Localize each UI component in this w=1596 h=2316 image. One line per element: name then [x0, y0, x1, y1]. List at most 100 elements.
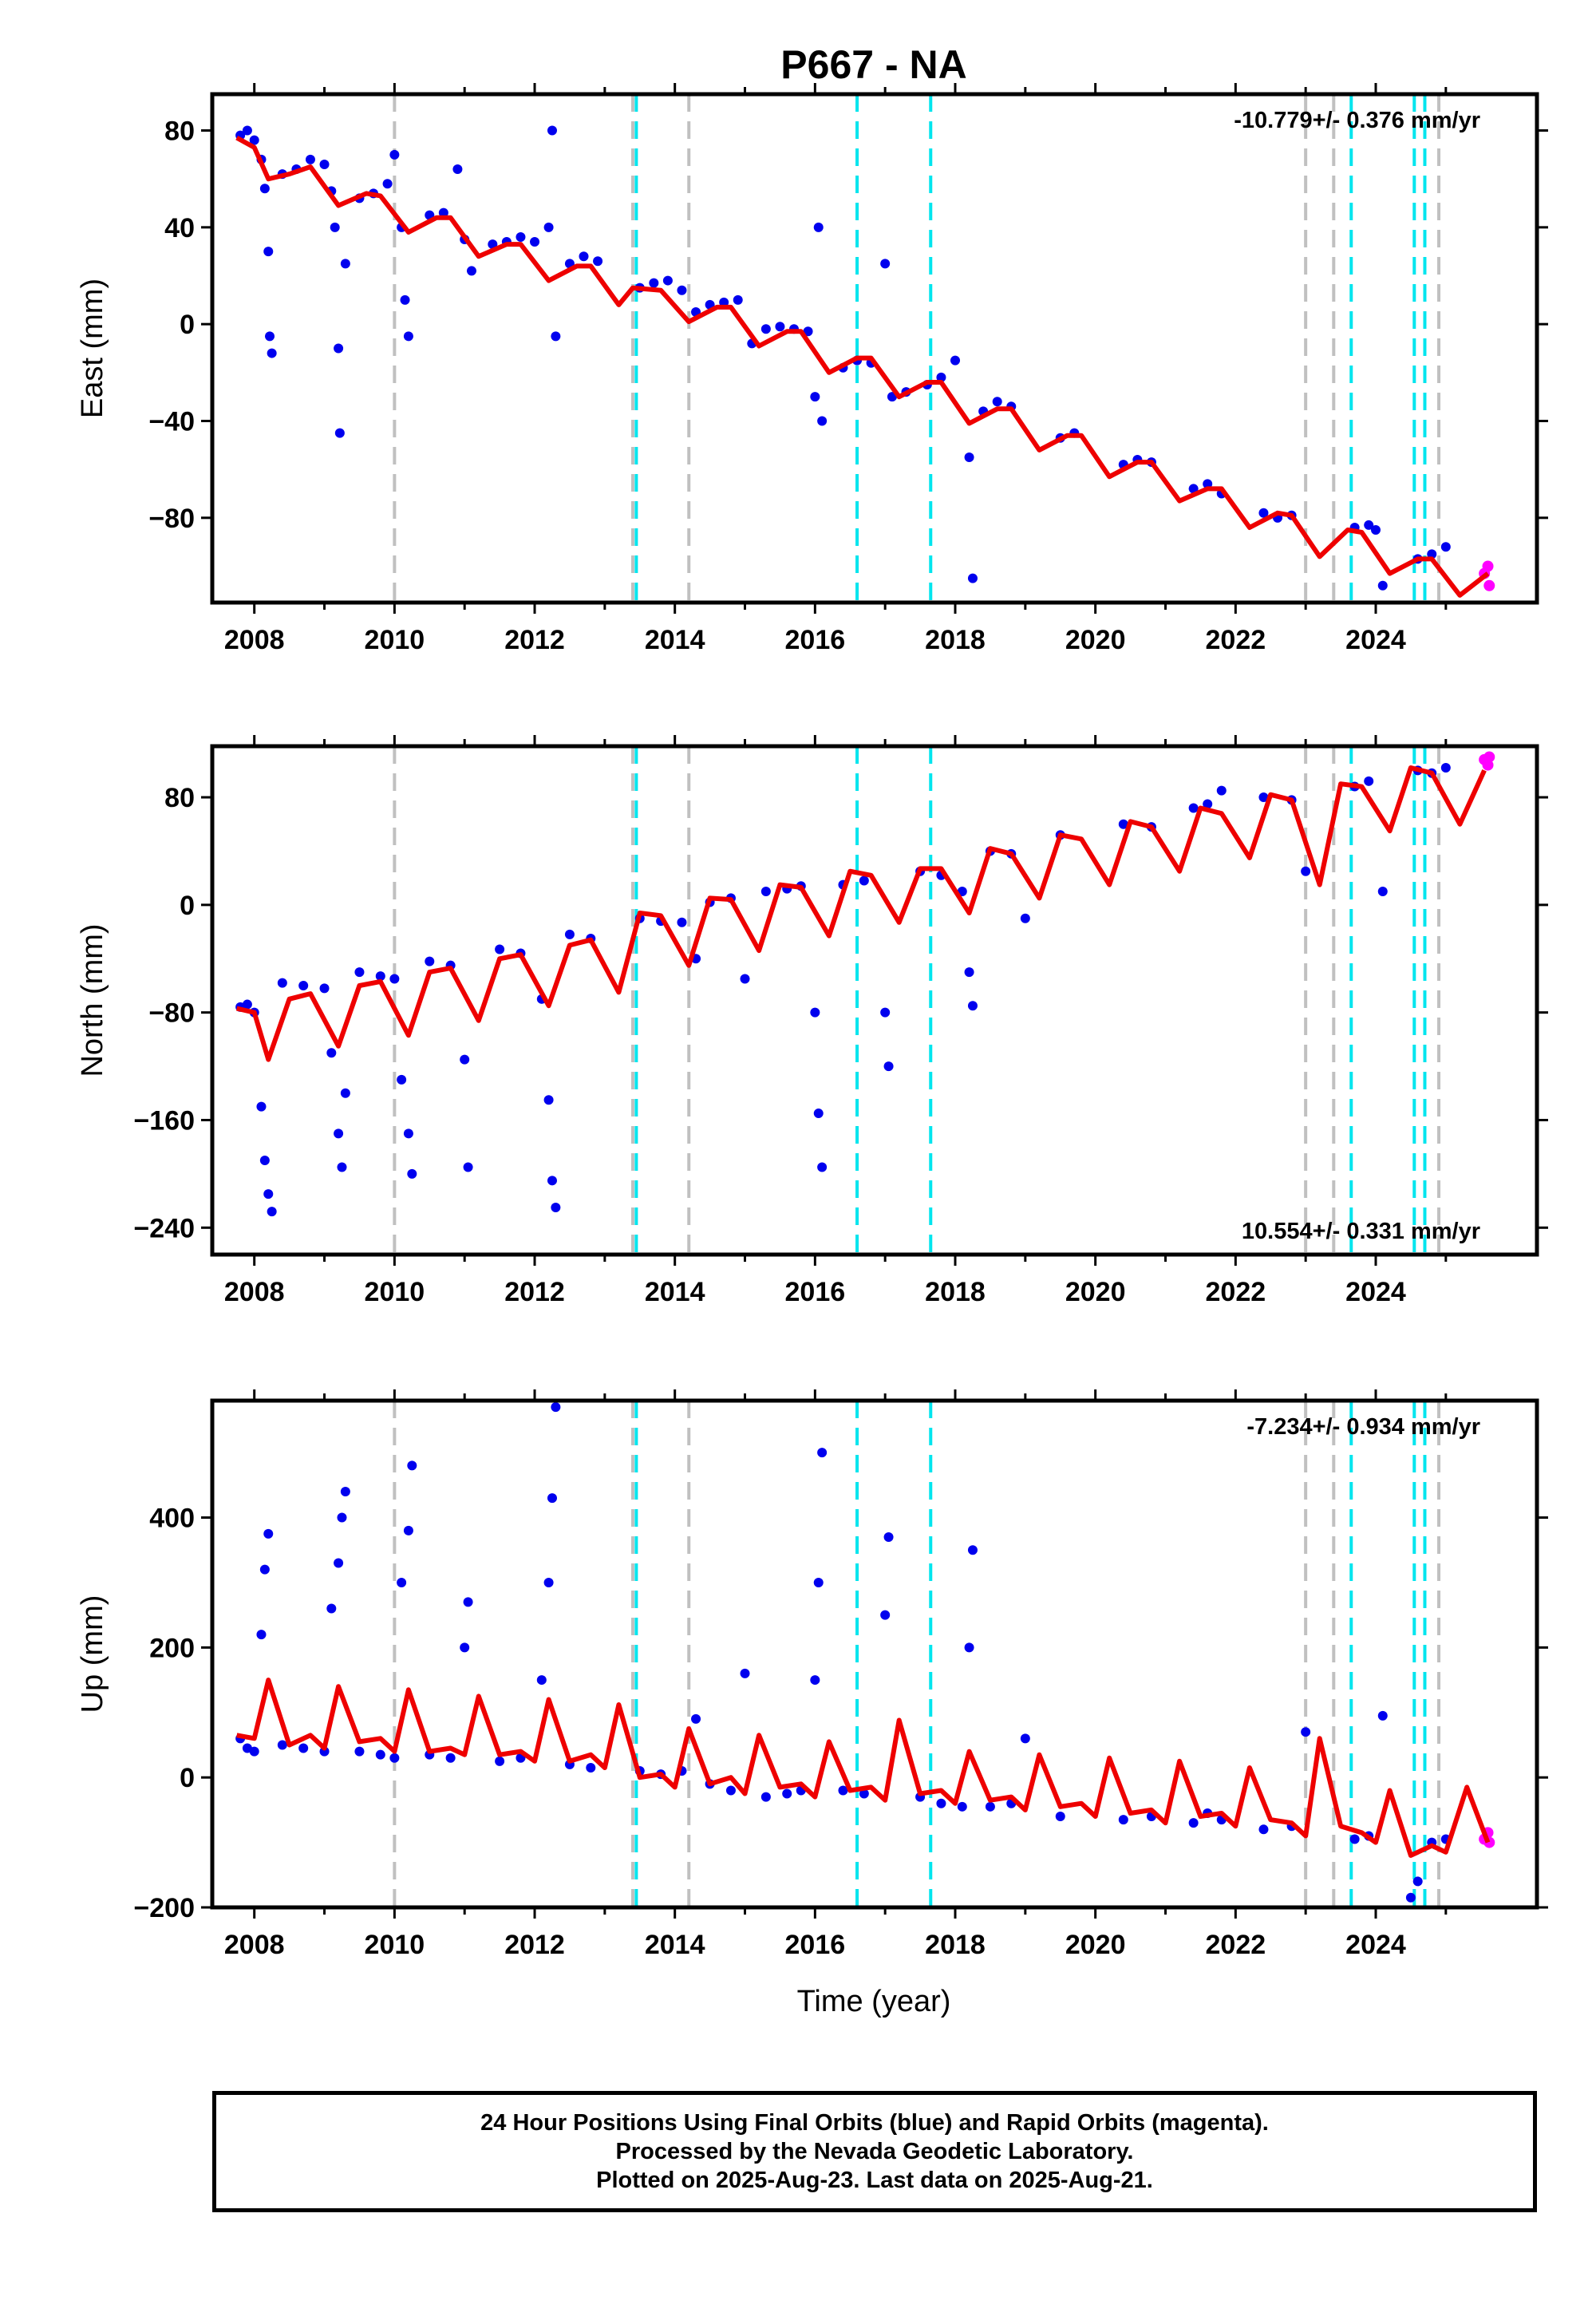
data-point-final	[256, 1101, 267, 1112]
data-point-final	[298, 1743, 309, 1753]
data-point-final	[967, 1545, 978, 1555]
data-point-final	[760, 887, 771, 896]
data-point-final	[859, 875, 869, 886]
data-point-final	[543, 222, 554, 232]
data-point-final	[259, 184, 270, 194]
y-tick-label: 80	[164, 117, 195, 147]
model-line	[235, 135, 1490, 598]
data-point-final	[1301, 866, 1311, 876]
data-point-final	[326, 1603, 337, 1614]
data-point-final	[319, 159, 330, 169]
panel-1: 80 40 0 −40 −80 2008 2010 2012 2014 2016 2018 2020 2…	[76, 83, 1548, 655]
data-point-final	[551, 331, 561, 342]
y-tick-label: −240	[133, 1213, 195, 1243]
velocity-rate-label: -10.779+/- 0.376 mm/yr	[1234, 108, 1480, 133]
data-point-final	[263, 1528, 274, 1539]
data-point-final	[305, 154, 315, 164]
data-point-final	[389, 149, 400, 160]
data-point-final	[992, 397, 1002, 407]
x-tick-label: 2008	[224, 1277, 285, 1307]
data-point-final	[817, 416, 828, 426]
y-tick-label: −80	[148, 504, 195, 534]
data-point-final	[662, 275, 673, 286]
data-point-final	[354, 967, 365, 978]
data-point-final	[340, 1088, 350, 1098]
y-tick-label: −40	[148, 407, 195, 437]
data-point-final	[543, 1095, 554, 1105]
model-line	[236, 1678, 1491, 1858]
data-point-final	[265, 331, 275, 342]
data-point-final	[817, 1162, 828, 1172]
data-point-final	[334, 1558, 344, 1568]
data-point-final	[782, 1788, 792, 1799]
x-tick-label: 2016	[785, 1930, 846, 1960]
caption-box: 24 Hour Positions Using Final Orbits (bl…	[212, 2091, 1537, 2212]
data-point-final	[403, 331, 413, 342]
data-point-final	[340, 259, 350, 269]
data-point-final	[407, 1460, 417, 1471]
x-tick-label: 2018	[925, 625, 986, 655]
data-point-final	[551, 1203, 561, 1213]
data-point-final	[543, 1577, 554, 1587]
data-point-final	[1405, 1892, 1416, 1903]
panel-2: 80 0 −80 −160 −240 2008 2010 2012 2014 2016 2018 20…	[76, 735, 1548, 1307]
data-point-final	[334, 1128, 344, 1139]
data-point-final	[249, 1746, 259, 1757]
data-point-final	[337, 1512, 347, 1523]
data-point-final	[397, 1577, 407, 1587]
x-tick-label: 2016	[785, 625, 846, 655]
y-tick-label: −160	[133, 1105, 195, 1136]
x-tick-label: 2022	[1206, 1930, 1266, 1960]
data-point-rapid	[1482, 560, 1494, 572]
y-tick-label: 0	[180, 1763, 195, 1793]
velocity-rate-label: 10.554+/- 0.331 mm/yr	[1242, 1219, 1480, 1244]
data-point-final	[936, 1798, 946, 1808]
data-point-final	[964, 453, 974, 462]
x-tick-label: 2008	[224, 625, 285, 655]
data-point-final	[298, 980, 309, 990]
data-point-final	[382, 179, 393, 189]
data-point-final	[803, 326, 813, 337]
data-point-final	[1377, 580, 1388, 591]
data-point-final	[460, 1642, 470, 1653]
data-point-final	[1203, 479, 1213, 489]
data-point-final	[1258, 1824, 1269, 1835]
data-point-final	[1188, 803, 1199, 813]
data-point-final	[1118, 819, 1128, 829]
data-point-final	[1188, 1818, 1199, 1828]
data-point-final	[267, 1207, 277, 1217]
data-point-final	[813, 1109, 824, 1119]
data-point-final	[813, 222, 824, 232]
data-point-final	[1427, 549, 1437, 559]
data-point-rapid	[1483, 579, 1495, 591]
data-point-final	[242, 125, 252, 136]
data-point-final	[319, 983, 330, 994]
data-point-final	[593, 256, 603, 267]
y-axis-label: North (mm)	[76, 923, 109, 1077]
data-point-final	[740, 1668, 750, 1678]
data-point-final	[733, 294, 743, 305]
x-tick-label: 2020	[1065, 625, 1126, 655]
y-tick-label: 40	[164, 213, 195, 243]
data-point-final	[691, 1713, 701, 1724]
data-point-final	[259, 1156, 270, 1166]
data-point-final	[1377, 887, 1388, 896]
data-point-rapid	[1483, 751, 1495, 763]
data-point-final	[263, 1189, 274, 1199]
y-tick-label: −80	[148, 998, 195, 1029]
data-point-final	[1020, 913, 1030, 923]
velocity-rate-label: -7.234+/- 0.934 mm/yr	[1246, 1414, 1480, 1440]
data-point-final	[838, 1785, 848, 1796]
data-point-final	[267, 348, 277, 358]
data-point-final	[817, 1448, 828, 1458]
x-tick-label: 2018	[925, 1930, 986, 1960]
data-point-final	[530, 237, 540, 247]
data-point-final	[775, 322, 785, 332]
data-point-final	[1440, 542, 1451, 552]
data-point-final	[760, 1792, 771, 1802]
caption-line-2: Processed by the Nevada Geodetic Laborat…	[615, 2139, 1134, 2164]
x-axis-label: Time (year)	[797, 1985, 951, 2018]
data-point-final	[1188, 484, 1199, 494]
data-point-final	[1370, 525, 1381, 535]
data-point-final	[859, 1788, 869, 1799]
